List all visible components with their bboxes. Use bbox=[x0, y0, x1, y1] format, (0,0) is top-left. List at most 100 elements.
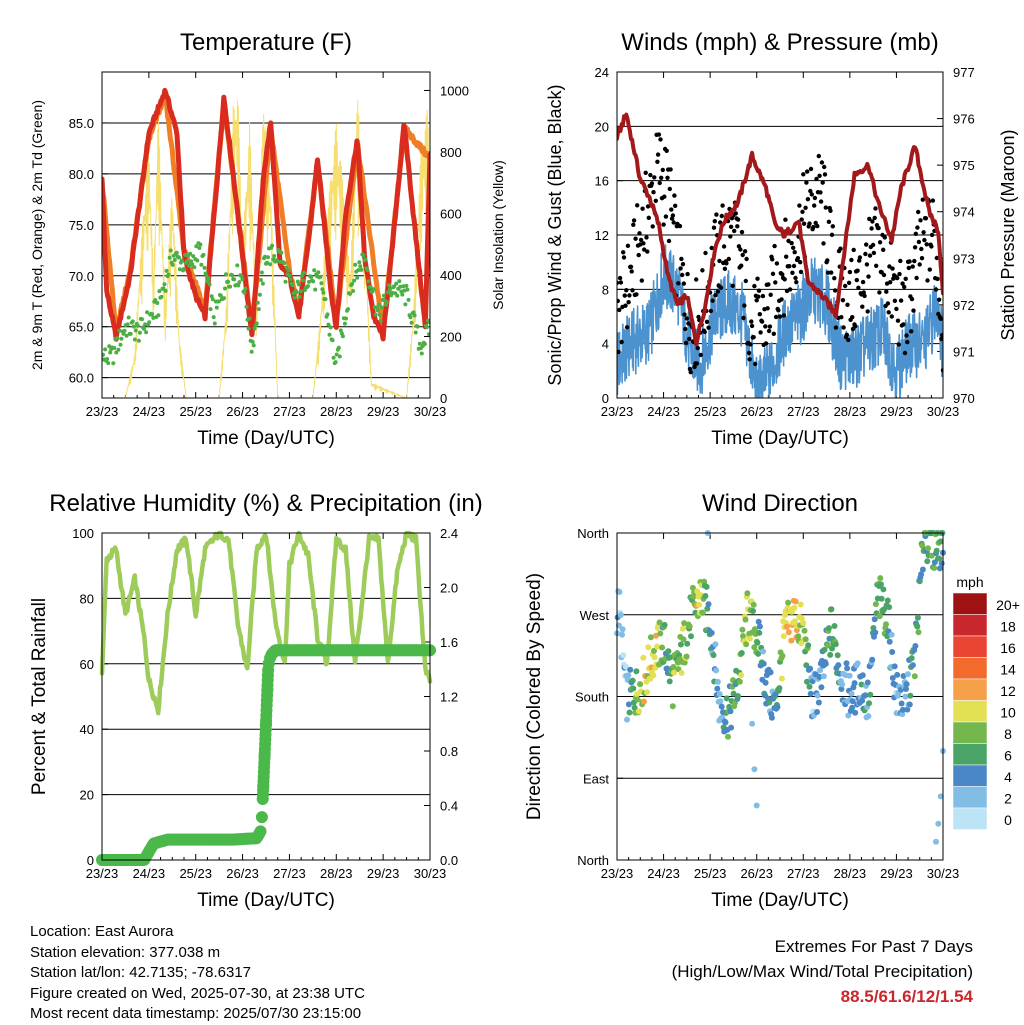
gust-point bbox=[920, 197, 925, 202]
dewpoint-point bbox=[325, 312, 330, 317]
x-tick-label: 25/23 bbox=[179, 404, 212, 419]
gust-point bbox=[793, 275, 798, 281]
x-tick-label: 23/23 bbox=[86, 404, 119, 419]
direction-point bbox=[899, 706, 906, 713]
dewpoint-point bbox=[250, 339, 255, 344]
precip-tick-label: 1.2 bbox=[440, 690, 458, 705]
direction-point bbox=[815, 699, 822, 706]
dewpoint-point bbox=[417, 341, 422, 346]
dewpoint-point bbox=[103, 347, 108, 352]
direction-point bbox=[640, 654, 647, 661]
direction-point bbox=[821, 646, 828, 653]
direction-point bbox=[902, 693, 909, 700]
dewpoint-point bbox=[222, 296, 226, 301]
pressure-tick-label: 973 bbox=[953, 251, 975, 266]
gust-point bbox=[812, 203, 817, 208]
gust-point bbox=[897, 271, 902, 277]
direction-point bbox=[807, 665, 814, 672]
direction-point bbox=[779, 652, 786, 659]
dewpoint-point bbox=[170, 262, 175, 267]
gust-point bbox=[730, 283, 735, 288]
gust-point bbox=[809, 192, 814, 197]
gust-point bbox=[889, 314, 894, 319]
dewpoint-point bbox=[130, 319, 135, 324]
wind-tick-label: 16 bbox=[595, 174, 609, 189]
dewpoint-point bbox=[406, 297, 411, 302]
direction-point bbox=[886, 638, 893, 645]
direction-point bbox=[728, 724, 735, 731]
gust-point bbox=[749, 319, 754, 324]
extremes-values: 88.5/61.6/12/1.54 bbox=[840, 987, 973, 1006]
dewpoint-point bbox=[307, 279, 311, 284]
gust-point bbox=[783, 217, 788, 222]
gust-point bbox=[651, 190, 656, 195]
series-relative-humidity bbox=[99, 530, 433, 716]
dewpoint-point bbox=[338, 328, 343, 333]
direction-point bbox=[686, 623, 693, 630]
gust-point bbox=[694, 361, 700, 366]
direction-point bbox=[678, 670, 685, 676]
x-tick-label: 27/23 bbox=[273, 866, 306, 881]
dewpoint-point bbox=[243, 286, 248, 291]
gust-point bbox=[706, 325, 711, 330]
colorbar-label: 14 bbox=[1000, 662, 1016, 678]
gust-point bbox=[726, 256, 731, 262]
dewpoint-point bbox=[212, 321, 217, 326]
gust-point bbox=[930, 198, 936, 203]
dewpoint-point bbox=[419, 351, 424, 356]
dewpoint-point bbox=[411, 310, 416, 315]
x-tick-label: 28/23 bbox=[834, 866, 867, 881]
gust-point bbox=[787, 287, 793, 292]
direction-point bbox=[908, 655, 915, 662]
direction-point bbox=[702, 593, 709, 599]
gust-point bbox=[711, 225, 717, 230]
gust-point bbox=[757, 312, 762, 317]
dewpoint-point bbox=[107, 344, 112, 349]
gust-point bbox=[624, 288, 629, 293]
dewpoint-point bbox=[197, 246, 202, 250]
x-tick-label: 25/23 bbox=[179, 866, 212, 881]
gust-point bbox=[627, 293, 632, 298]
gust-point bbox=[798, 260, 803, 265]
direction-point bbox=[914, 623, 921, 630]
direction-point bbox=[688, 633, 694, 640]
dewpoint-point bbox=[375, 308, 380, 313]
dewpoint-point bbox=[228, 284, 233, 289]
dewpoint-point bbox=[336, 345, 341, 350]
gust-point bbox=[756, 294, 761, 299]
gust-point bbox=[803, 205, 808, 210]
gust-point bbox=[862, 293, 867, 299]
gust-point bbox=[870, 219, 875, 224]
dewpoint-point bbox=[183, 252, 187, 257]
x-tick-label: 26/23 bbox=[740, 404, 773, 419]
gust-point bbox=[625, 243, 631, 248]
direction-point bbox=[760, 648, 767, 655]
direction-point bbox=[754, 639, 761, 646]
dewpoint-point bbox=[202, 265, 207, 270]
gust-point bbox=[792, 250, 797, 255]
dewpoint-point bbox=[182, 267, 186, 271]
gust-point bbox=[655, 152, 661, 157]
dewpoint-point bbox=[240, 277, 245, 282]
humidity-series bbox=[96, 530, 436, 866]
direction-point bbox=[654, 643, 661, 650]
gust-point bbox=[846, 337, 851, 343]
gust-point bbox=[851, 247, 856, 253]
colorbar-swatch bbox=[952, 721, 988, 744]
dewpoint-point bbox=[155, 301, 160, 305]
dewpoint-point bbox=[409, 320, 414, 325]
dewpoint-point bbox=[320, 287, 325, 292]
direction-point bbox=[877, 575, 884, 582]
dewpoint-point bbox=[306, 284, 310, 289]
dewpoint-point bbox=[119, 336, 124, 341]
direction-point bbox=[843, 660, 850, 667]
gust-point bbox=[685, 271, 690, 277]
x-axis-label: Time (Day/UTC) bbox=[711, 428, 849, 449]
direction-point bbox=[622, 663, 629, 670]
gust-point bbox=[666, 238, 672, 244]
gust-point bbox=[918, 218, 923, 223]
gust-point bbox=[743, 278, 748, 284]
gust-point bbox=[660, 167, 665, 173]
rh-tick-label: 0 bbox=[87, 853, 94, 868]
